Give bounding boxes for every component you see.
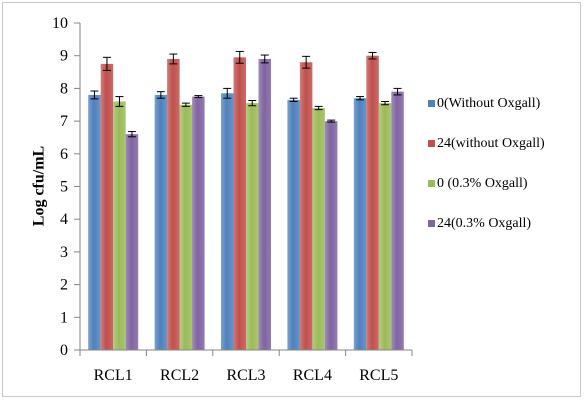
bar-rcl2-series-1 bbox=[154, 94, 168, 350]
legend: 0(Without Oxgall) 24(without Oxgall) 0 (0.… bbox=[428, 96, 545, 231]
bar-rcl1-series-4 bbox=[125, 134, 139, 350]
legend-swatch-4 bbox=[428, 220, 435, 227]
x-tick-label: RCL5 bbox=[359, 367, 398, 384]
error-bars-layer bbox=[90, 50, 402, 138]
bar-rcl5-series-2 bbox=[366, 55, 379, 350]
y-tick-labels: 0 1 2 3 4 5 6 7 8 9 10 bbox=[52, 15, 68, 359]
bar-rcl5-series-1 bbox=[353, 98, 367, 351]
y-tick-label: 7 bbox=[60, 113, 68, 130]
x-tick-labels: RCL1 RCL2 RCL3 RCL4 RCL5 bbox=[94, 367, 399, 384]
bar-rcl3-series-4 bbox=[258, 58, 271, 350]
bar-rcl1-series-3 bbox=[113, 101, 126, 350]
x-tick-label: RCL4 bbox=[293, 367, 332, 384]
x-tick-label: RCL3 bbox=[226, 367, 265, 384]
bar-rcl5-series-3 bbox=[378, 103, 392, 351]
bar-rcl1-series-2 bbox=[100, 63, 114, 350]
bar-rcl4-series-4 bbox=[324, 121, 338, 350]
y-tick-label: 8 bbox=[60, 80, 68, 97]
y-tick-label: 1 bbox=[60, 309, 68, 326]
bar-rcl3-series-1 bbox=[221, 93, 234, 351]
y-tick-label: 0 bbox=[60, 342, 68, 359]
x-tick-label: RCL1 bbox=[94, 367, 133, 384]
bar-rcl2-series-4 bbox=[192, 96, 205, 350]
axes-layer bbox=[74, 22, 413, 356]
bars-layer bbox=[88, 55, 404, 351]
bar-rcl4-series-2 bbox=[299, 62, 313, 351]
y-tick-label: 3 bbox=[60, 244, 68, 261]
bar-rcl3-series-2 bbox=[233, 57, 246, 351]
bar-rcl4-series-3 bbox=[312, 108, 325, 351]
legend-swatch-3 bbox=[428, 180, 435, 187]
bar-rcl2-series-2 bbox=[167, 58, 180, 350]
bar-rcl2-series-3 bbox=[179, 104, 193, 350]
y-tick-label: 10 bbox=[52, 15, 68, 32]
legend-label-3: 0 (0.3% Oxgall) bbox=[437, 176, 528, 191]
legend-swatch-1 bbox=[428, 100, 435, 107]
y-tick-label: 4 bbox=[60, 211, 68, 228]
legend-label-4: 24(0.3% Oxgall) bbox=[437, 216, 531, 231]
y-tick-label: 9 bbox=[60, 48, 68, 65]
legend-label-1: 0(Without Oxgall) bbox=[437, 96, 541, 111]
bar-rcl5-series-4 bbox=[391, 91, 404, 351]
legend-label-2: 24(without Oxgall) bbox=[437, 136, 545, 151]
x-tick-label: RCL2 bbox=[160, 367, 199, 384]
bar-rcl4-series-1 bbox=[287, 99, 300, 350]
y-tick-label: 2 bbox=[60, 277, 68, 294]
legend-swatch-2 bbox=[428, 140, 435, 147]
y-tick-label: 6 bbox=[60, 146, 68, 163]
y-tick-label: 5 bbox=[60, 179, 68, 196]
bar-rcl3-series-3 bbox=[246, 103, 259, 351]
bar-rcl1-series-1 bbox=[88, 94, 101, 350]
y-axis-title: Log cfu/mL bbox=[31, 146, 48, 226]
